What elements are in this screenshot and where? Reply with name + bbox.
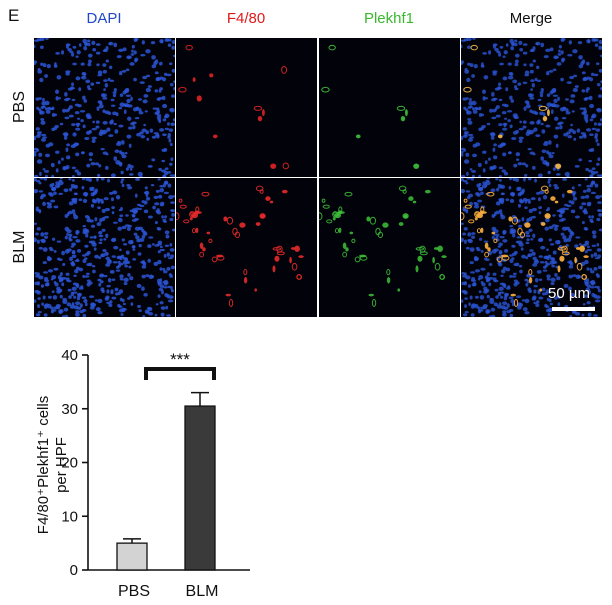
y-axis-label-line: F4/80⁺Plekhf1⁺ cells	[35, 396, 52, 534]
micrograph-blm-merge	[461, 178, 602, 317]
x-tick-label: PBS	[118, 583, 150, 600]
y-axis-label: F4/80⁺Plekhf1⁺ cells per HPF	[35, 396, 70, 534]
row-label-pbs: PBS	[11, 91, 28, 124]
bar-blm	[184, 405, 216, 571]
column-label-dapi: DAPI	[86, 10, 122, 27]
y-tick-label: 0	[70, 562, 78, 579]
y-tick-label: 30	[61, 401, 78, 418]
row-label-blm: BLM	[11, 230, 28, 264]
x-tick-label: BLM	[186, 583, 219, 600]
significance-bracket	[144, 367, 216, 380]
micrograph-pbs-merge	[461, 38, 602, 177]
scale-bar	[552, 307, 595, 311]
micrograph-blm-dapi	[34, 178, 175, 317]
column-label-plekhf1: Plekhf1	[363, 10, 415, 27]
micrograph-blm-plekhf1	[319, 178, 460, 317]
scale-bar-label: 50 µm	[548, 285, 590, 302]
bar-pbs	[116, 542, 148, 571]
column-label-f480: F4/80	[226, 10, 266, 27]
column-label-merge: Merge	[509, 10, 553, 27]
panel-letter: E	[8, 6, 20, 25]
micrograph-pbs-f480	[176, 38, 317, 177]
y-tick-label: 20	[61, 455, 78, 472]
micrograph-pbs-dapi	[34, 38, 175, 177]
bar-chart: 0 10 20 30 40 PBS BLM *** F4/80⁺Plekhf1⁺ cells pe…	[35, 347, 250, 600]
y-tick-label: 40	[61, 347, 78, 364]
significance-label: ***	[170, 350, 190, 369]
y-tick-label: 10	[61, 508, 78, 525]
micrograph-pbs-plekhf1	[319, 38, 460, 177]
micrograph-blm-f480	[176, 178, 317, 317]
y-axis-label-line: per HPF	[53, 437, 70, 493]
